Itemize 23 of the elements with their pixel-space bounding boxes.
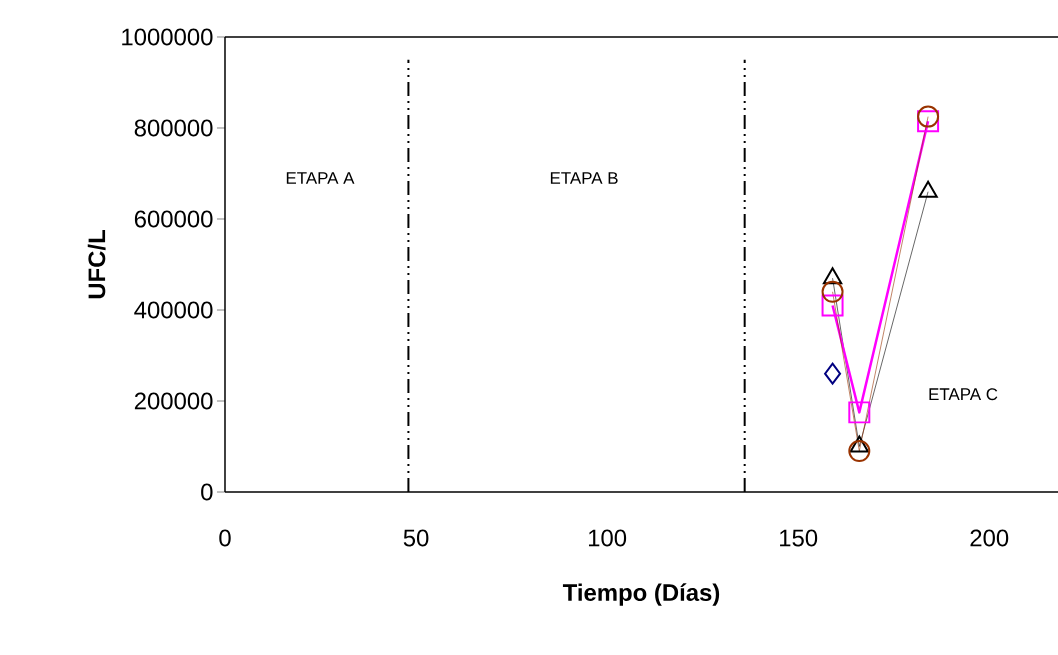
annotation: ETAPA C: [929, 388, 998, 401]
y-tick-label: 200000: [134, 392, 213, 410]
y-tick-label: 1000000: [122, 28, 213, 46]
annotation: ETAPA A: [286, 172, 355, 184]
y-tick-label: 0: [201, 483, 213, 501]
y-tick-label: 400000: [134, 301, 213, 319]
point: [917, 110, 940, 133]
point: [848, 401, 871, 424]
y-axis-title: UFC/L: [87, 230, 106, 299]
y-tick-label: 600000: [134, 210, 213, 228]
point: [848, 440, 871, 463]
x-axis-title: Tiempo (Días): [562, 583, 720, 606]
y-tick-label: 800000: [134, 119, 213, 137]
point: [821, 294, 844, 317]
annotation: ETAPA B: [550, 172, 618, 184]
point: [821, 280, 844, 303]
x-tick-label: 0: [219, 529, 231, 547]
x-tick-label: 150: [780, 529, 818, 547]
x-tick-label: 100: [588, 529, 627, 547]
x-tick-label: 200: [970, 529, 1009, 547]
point: [824, 362, 842, 385]
x-tick-label: 50: [403, 529, 429, 547]
point: [917, 105, 940, 128]
